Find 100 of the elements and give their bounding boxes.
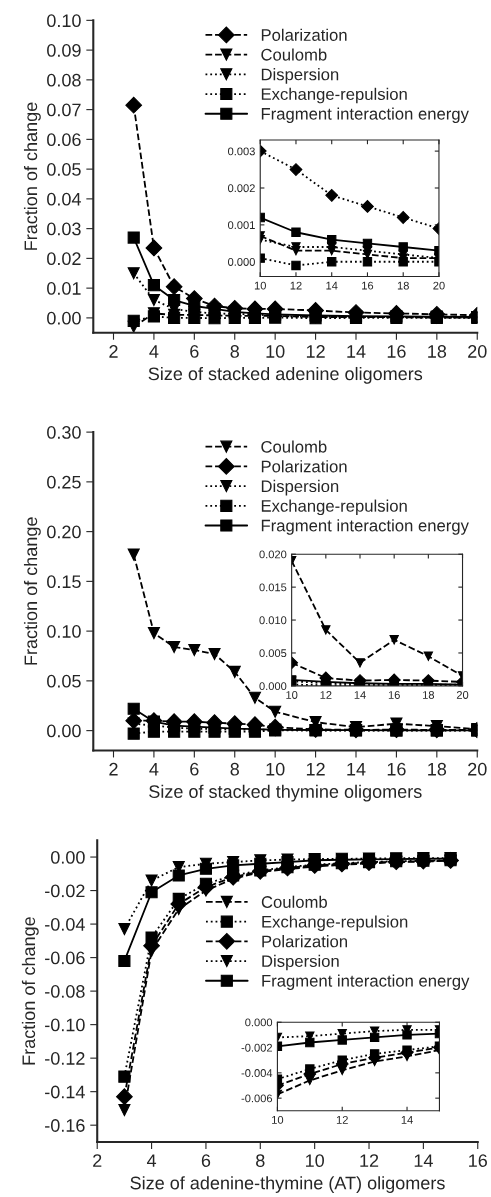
y-tick-label: 0.10 <box>47 14 81 28</box>
x-tick-label: 12 <box>290 281 302 290</box>
x-tick-label: 4 <box>149 345 159 358</box>
legend-label: Exchange-repulsion <box>261 499 407 516</box>
y-tick-label: 0.10 <box>47 625 81 638</box>
y-tick-label: -0.10 <box>45 1018 85 1032</box>
x-tick-label: 12 <box>336 1115 348 1124</box>
y-tick-label: -0.004 <box>241 1069 273 1077</box>
legend-label: Coulomb <box>261 48 327 61</box>
y-tick-label: 0.05 <box>47 163 81 176</box>
legend-label: Fragment interaction energy <box>261 519 469 535</box>
x-tick-label: 6 <box>190 345 199 358</box>
y-tick-label: 0.002 <box>228 184 255 193</box>
y-axis-title: Fraction of change <box>23 517 41 665</box>
legend-label: Fragment interaction energy <box>262 974 470 991</box>
y-tick-label: 0.07 <box>47 103 81 117</box>
y-tick-label: 0.003 <box>228 147 255 156</box>
x-tick-label: 16 <box>387 345 406 358</box>
x-tick-label: 6 <box>190 762 199 776</box>
x-tick-label: 8 <box>230 345 239 358</box>
x-tick-label: 14 <box>347 345 366 358</box>
legend-label: Dispersion <box>261 479 339 496</box>
x-tick-label: 2 <box>109 762 118 776</box>
x-tick-label: 20 <box>468 762 487 776</box>
y-tick-label: 0.01 <box>47 282 81 295</box>
y-tick-label: -0.002 <box>241 1043 272 1052</box>
y-tick-label: 0.30 <box>47 426 81 439</box>
y-tick-label: -0.006 <box>241 1094 273 1103</box>
y-tick-label: 0.015 <box>259 583 287 592</box>
legend-label: Exchange-repulsion <box>262 915 408 931</box>
y-tick-label: -0.08 <box>45 985 85 998</box>
x-tick-label: 10 <box>266 762 285 776</box>
x-tick-label: 12 <box>320 691 332 699</box>
y-tick-label: -0.16 <box>45 1119 85 1132</box>
legend-label: Polarization <box>262 935 347 948</box>
x-tick-label: 12 <box>306 762 325 776</box>
x-tick-label: 14 <box>326 281 338 290</box>
y-tick-label: 0.02 <box>47 252 81 266</box>
x-tick-label: 10 <box>272 1115 284 1124</box>
y-axis-title: Fraction of change <box>21 917 39 1065</box>
y-tick-label: -0.14 <box>45 1085 85 1099</box>
x-tick-label: 8 <box>230 762 239 776</box>
x-tick-label: 10 <box>254 281 266 290</box>
y-tick-label: -0.02 <box>45 884 85 898</box>
y-tick-label: 0.000 <box>245 1018 273 1027</box>
y-tick-label: 0.00 <box>47 724 81 738</box>
x-tick-label: 6 <box>201 1154 211 1168</box>
x-tick-label: 10 <box>266 345 285 358</box>
x-tick-label: 14 <box>401 1116 413 1124</box>
y-tick-label: 0.06 <box>47 133 81 147</box>
x-axis-title: Size of stacked thymine oligomers <box>149 784 422 802</box>
y-tick-label: 0.001 <box>228 221 255 230</box>
x-axis-title: Size of adenine-thymine (AT) oligomers <box>130 1176 445 1193</box>
y-axis-title: Fraction of change <box>23 102 41 250</box>
x-tick-label: 16 <box>362 281 374 290</box>
y-tick-label: 0.000 <box>259 682 287 691</box>
y-tick-label: -0.06 <box>45 951 85 965</box>
x-tick-label: 12 <box>306 345 325 358</box>
x-tick-label: 14 <box>347 762 366 776</box>
legend-label: Polarization <box>261 28 347 41</box>
x-tick-label: 10 <box>286 691 298 699</box>
x-tick-label: 14 <box>354 691 366 699</box>
x-tick-label: 2 <box>109 345 118 358</box>
x-tick-label: 16 <box>387 762 406 776</box>
x-tick-label: 14 <box>414 1154 433 1167</box>
legend-label: Dispersion <box>262 954 339 971</box>
x-tick-label: 12 <box>360 1154 379 1167</box>
legend-label: Fragment interaction energy <box>261 107 469 124</box>
legend-label: Polarization <box>261 460 347 473</box>
y-tick-label: 0.03 <box>47 222 81 236</box>
x-tick-label: 18 <box>397 281 409 290</box>
x-tick-label: 16 <box>388 691 400 699</box>
y-tick-label: 0.005 <box>259 649 287 658</box>
y-tick-label: 0.000 <box>228 258 255 266</box>
x-tick-label: 4 <box>149 762 159 776</box>
x-tick-label: 8 <box>256 1154 265 1168</box>
y-tick-label: 0.20 <box>47 525 81 539</box>
y-tick-label: 0.25 <box>47 475 81 489</box>
x-tick-label: 10 <box>306 1154 324 1168</box>
y-tick-label: 0.09 <box>47 44 81 57</box>
y-tick-label: 0.00 <box>50 850 85 864</box>
legend-label: Dispersion <box>261 68 339 84</box>
legend-label: Exchange-repulsion <box>261 87 407 104</box>
x-tick-label: 18 <box>428 345 447 358</box>
x-tick-label: 4 <box>146 1154 157 1167</box>
y-tick-label: 0.04 <box>47 192 81 206</box>
x-tick-label: 20 <box>468 345 487 358</box>
y-tick-label: 0.010 <box>259 616 287 625</box>
legend-label: Coulomb <box>261 440 327 453</box>
x-tick-label: 20 <box>456 691 469 699</box>
y-tick-label: 0.020 <box>259 550 287 559</box>
x-tick-label: 18 <box>423 691 435 699</box>
x-tick-label: 18 <box>428 762 447 776</box>
y-tick-label: 0.05 <box>47 674 81 688</box>
y-tick-label: -0.04 <box>45 918 85 931</box>
legend-label: Coulomb <box>261 895 327 908</box>
y-tick-label: -0.12 <box>45 1052 85 1065</box>
x-tick-label: 16 <box>469 1154 487 1168</box>
y-tick-label: 0.00 <box>47 311 81 325</box>
x-axis-title: Size of stacked adenine oligomers <box>148 366 423 384</box>
